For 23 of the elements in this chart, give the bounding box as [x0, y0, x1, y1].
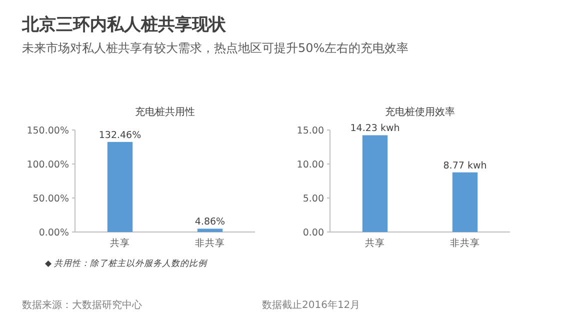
text: 北京三环内私人桩共享现状 — [21, 15, 227, 35]
y-tick-label: 0.00 — [302, 228, 324, 238]
chart-title: 充电桩使用效率 — [385, 106, 455, 118]
source-note: 数据来源：大数据研究中心 — [22, 299, 142, 311]
y-tick-label: 5.00 — [302, 194, 324, 204]
y-tick-label: 10.00 — [296, 160, 324, 170]
text: 未来市场对私人桩共享有较大需求，热点地区可提升50%左右的充电效率 — [22, 41, 409, 55]
chart-title: 充电桩共用性 — [135, 106, 195, 118]
y-tick-label: 100.00% — [26, 160, 69, 170]
data-label: 8.77 kwh — [443, 160, 487, 172]
x-tick-label: 非共享 — [195, 237, 225, 249]
y-tick-label: 50.00% — [32, 194, 69, 204]
y-tick-label: 15.00 — [296, 126, 324, 136]
text: 数据截止2016年12月 — [262, 299, 360, 311]
x-tick-label: 共享 — [365, 237, 385, 249]
text: ◆ 共用性：除了桩主以外服务人数的比例 — [45, 258, 208, 269]
x-tick-label: 共享 — [110, 237, 130, 249]
y-tick-label: 0.00% — [38, 228, 69, 238]
x-tick-label: 非共享 — [450, 237, 480, 249]
data-label: 14.23 kwh — [350, 123, 400, 134]
data-label: 132.46% — [98, 130, 142, 141]
data-label: 4.86% — [194, 216, 226, 228]
y-tick-label: 150.00% — [26, 126, 69, 136]
